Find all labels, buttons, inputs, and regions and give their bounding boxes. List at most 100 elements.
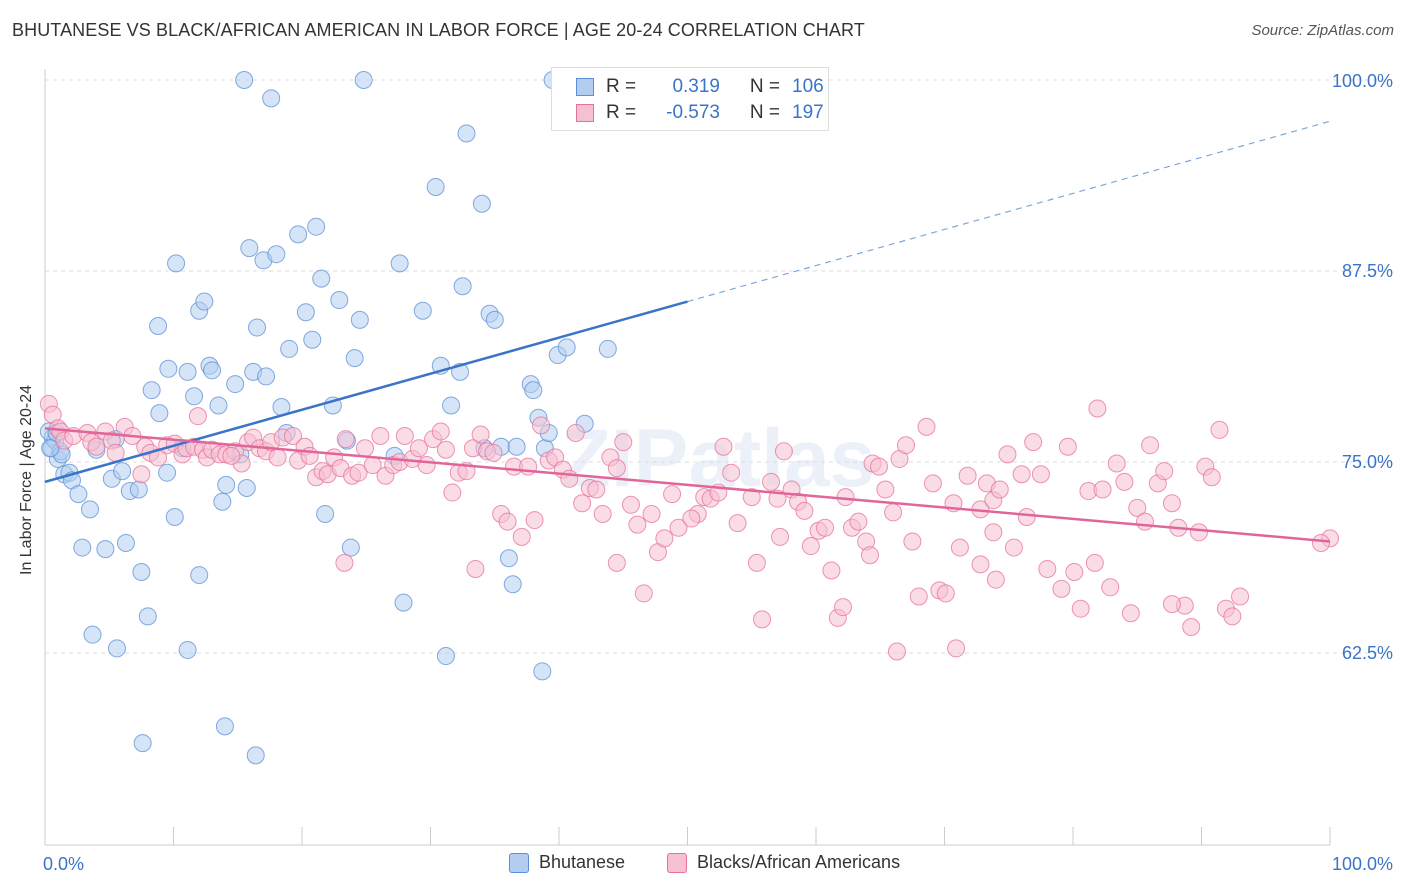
data-point — [316, 504, 335, 523]
data-point — [240, 239, 259, 258]
data-point — [484, 443, 503, 462]
data-point — [1162, 494, 1181, 513]
data-point — [621, 495, 640, 514]
legend-swatch-pink — [667, 852, 687, 873]
data-point — [728, 514, 747, 533]
series-bhutanese — [39, 71, 617, 765]
stats-row-blacks-african-americans: R = -0.573 N = 197 — [576, 101, 824, 125]
trend-lines — [44, 120, 1331, 543]
data-point — [41, 439, 60, 458]
series-legend: Bhutanese Blacks/African Americans — [0, 852, 1406, 878]
data-point — [284, 427, 303, 446]
x-tick-label: 100.0% — [1332, 854, 1393, 874]
data-point — [714, 437, 733, 456]
n-value: 197 — [792, 102, 824, 123]
data-point — [753, 610, 772, 629]
data-point — [1223, 607, 1242, 626]
data-point — [614, 433, 633, 452]
data-point — [607, 459, 626, 478]
data-point — [87, 437, 106, 456]
data-point — [83, 625, 102, 644]
data-point — [923, 474, 942, 493]
data-point — [860, 546, 879, 565]
r-label: R = — [606, 102, 637, 123]
data-point — [165, 508, 184, 527]
data-point — [771, 527, 790, 546]
trend-line-bhutanese — [44, 300, 688, 484]
data-point — [557, 338, 576, 357]
data-point — [524, 381, 543, 400]
data-point — [984, 523, 1003, 542]
data-point — [512, 527, 531, 546]
data-point — [289, 225, 308, 244]
data-point — [573, 494, 592, 513]
legend-item-bhutanese[interactable]: Bhutanese — [509, 852, 625, 873]
data-point — [1202, 468, 1221, 487]
series-blacks-african-americans — [39, 394, 1339, 661]
data-point — [774, 442, 793, 461]
data-point — [453, 277, 472, 296]
legend-item-blacks-african-americans[interactable]: Blacks/African Americans — [667, 852, 900, 873]
data-point — [413, 301, 432, 320]
n-label: N = — [749, 102, 780, 123]
data-point — [998, 445, 1017, 464]
data-point — [371, 427, 390, 446]
data-point — [1210, 420, 1229, 439]
data-point — [150, 404, 169, 423]
data-point — [159, 359, 178, 378]
data-point — [409, 439, 428, 458]
data-point — [917, 417, 936, 436]
data-point — [312, 269, 331, 288]
data-point — [472, 194, 491, 213]
data-point — [235, 71, 254, 89]
data-point — [1162, 595, 1181, 614]
data-point — [598, 339, 617, 358]
data-point — [1128, 498, 1147, 517]
data-point — [833, 598, 852, 617]
data-point — [185, 387, 204, 406]
data-point — [1231, 587, 1250, 606]
data-point — [1031, 465, 1050, 484]
axes — [44, 69, 1331, 846]
data-point — [390, 254, 409, 273]
data-point — [158, 463, 177, 482]
data-point — [499, 549, 518, 568]
data-point — [188, 407, 207, 426]
stats-legend: R = 0.319 N = 106 R = -0.573 N = 197 — [551, 67, 829, 131]
data-point — [426, 177, 445, 196]
data-point — [268, 448, 287, 467]
data-point — [532, 416, 551, 435]
gridlines — [45, 79, 1392, 654]
data-point — [80, 500, 99, 519]
data-point — [178, 362, 197, 381]
data-point — [336, 430, 355, 449]
data-point — [190, 566, 209, 585]
source-label: Source: ZipAtlas.com — [1251, 22, 1394, 39]
data-point — [217, 475, 236, 494]
data-point — [485, 310, 504, 329]
data-point — [533, 662, 552, 681]
data-point — [1107, 454, 1126, 473]
data-point — [503, 575, 522, 594]
data-point — [443, 483, 462, 502]
y-axis-label: In Labor Force | Age 20-24 — [18, 384, 35, 575]
data-point — [178, 640, 197, 659]
data-point — [209, 396, 228, 415]
data-point — [203, 361, 222, 380]
data-point — [350, 310, 369, 329]
y-tick-label: 62.5% — [1342, 643, 1393, 663]
legend-swatch-pink — [576, 104, 594, 122]
data-point — [1135, 512, 1154, 531]
data-point — [1065, 563, 1084, 582]
data-point — [226, 375, 245, 394]
x-tick-labels: 0.0% 100.0% — [43, 854, 1393, 874]
data-point — [642, 504, 661, 523]
data-point — [742, 488, 761, 507]
data-point — [822, 561, 841, 580]
data-point — [950, 538, 969, 557]
data-point — [466, 559, 485, 578]
data-point — [142, 381, 161, 400]
data-point — [341, 538, 360, 557]
data-point — [345, 349, 364, 368]
data-point — [195, 292, 214, 311]
